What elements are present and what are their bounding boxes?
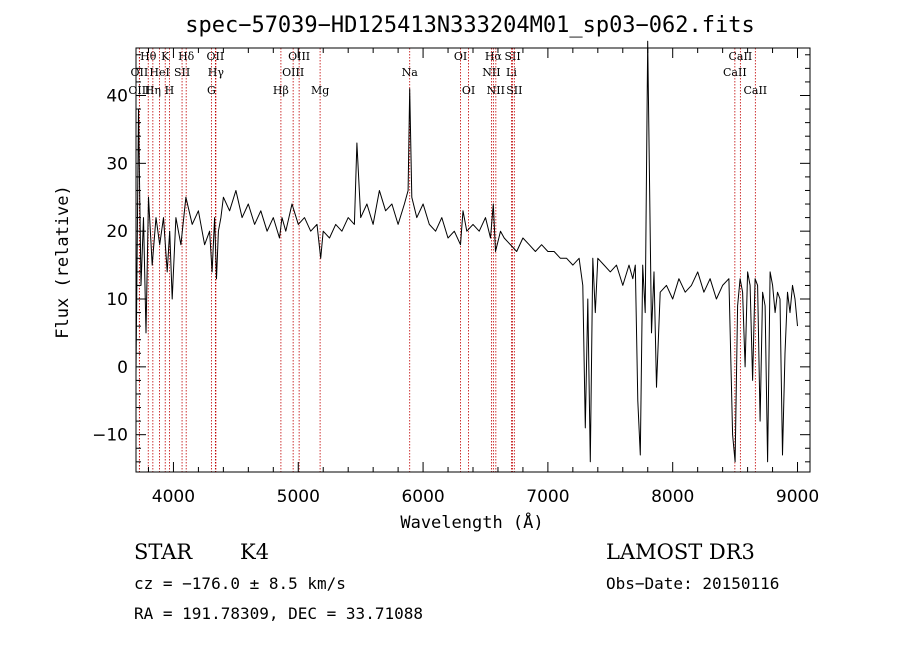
line-marker-label: Hθ (140, 50, 157, 63)
line-marker-label: OIII (282, 66, 304, 79)
radec-text: RA = 191.78309, DEC = 33.71088 (134, 604, 423, 623)
line-marker-label: NII (487, 84, 505, 97)
object-subclass: K4 (240, 540, 270, 564)
line-marker-label: Hβ (273, 84, 289, 97)
line-marker-label: OI (462, 84, 475, 97)
line-marker-label: OI (454, 50, 467, 63)
line-marker-label: NII (482, 66, 500, 79)
line-marker-label: K (161, 50, 170, 63)
line-marker-label: CaII (729, 50, 753, 63)
y-tick-label: 30 (106, 154, 128, 174)
line-marker-label: Mg (311, 84, 329, 97)
x-tick-label: 4000 (152, 487, 195, 507)
plot-frame (135, 47, 811, 473)
spectrum-chart: spec−57039−HD125413N333204M01_sp03−062.f… (53, 13, 819, 533)
x-tick-label: 5000 (277, 487, 320, 507)
line-marker-label: Na (402, 66, 419, 79)
line-marker-label: OIII (128, 84, 150, 97)
line-marker-label: Hγ (208, 66, 225, 79)
object-class: STAR (134, 540, 193, 564)
x-tick-label: 8000 (651, 487, 694, 507)
y-tick-label: 40 (106, 86, 128, 106)
x-tick-label: 9000 (776, 487, 819, 507)
spectrum-line (135, 40, 798, 463)
line-marker-label: CaII (743, 84, 767, 97)
y-tick-label: 10 (106, 290, 128, 310)
line-marker-label: SII (506, 84, 522, 97)
x-tick-label: 6000 (401, 487, 444, 507)
obs-date-text: Obs−Date: 20150116 (606, 574, 780, 593)
survey-name: LAMOST DR3 (606, 540, 755, 564)
y-axis-label: Flux (relative) (53, 185, 73, 339)
x-tick-label: 7000 (526, 487, 569, 507)
line-marker-label: Hδ (178, 50, 195, 63)
y-tick-label: 20 (106, 222, 128, 242)
line-marker-label: CaII (723, 66, 747, 79)
line-marker-label: G (207, 84, 216, 97)
line-marker-label: OII (207, 50, 225, 63)
line-marker-label: Li (506, 66, 517, 79)
y-tick-label: −10 (92, 426, 128, 446)
line-marker-label: HeI (149, 66, 169, 79)
line-marker-label: Hη (145, 84, 161, 97)
y-axis: −10 0 10 20 30 40 (92, 54, 810, 463)
line-marker-label: Hα (485, 50, 503, 63)
plot-area (135, 40, 798, 463)
redshift-text: cz = −176.0 ± 8.5 km/s (134, 574, 346, 593)
line-marker-label: SII (174, 66, 190, 79)
line-marker-label: OIII (288, 50, 310, 63)
chart-title: spec−57039−HD125413N333204M01_sp03−062.f… (185, 13, 755, 38)
y-tick-label: 0 (117, 358, 128, 378)
x-axis: 4000 5000 6000 7000 8000 9000 (147, 48, 819, 507)
line-marker-label: H (165, 84, 175, 97)
line-marker-label: SII (504, 50, 520, 63)
x-axis-label: Wavelength (Å) (400, 511, 543, 533)
